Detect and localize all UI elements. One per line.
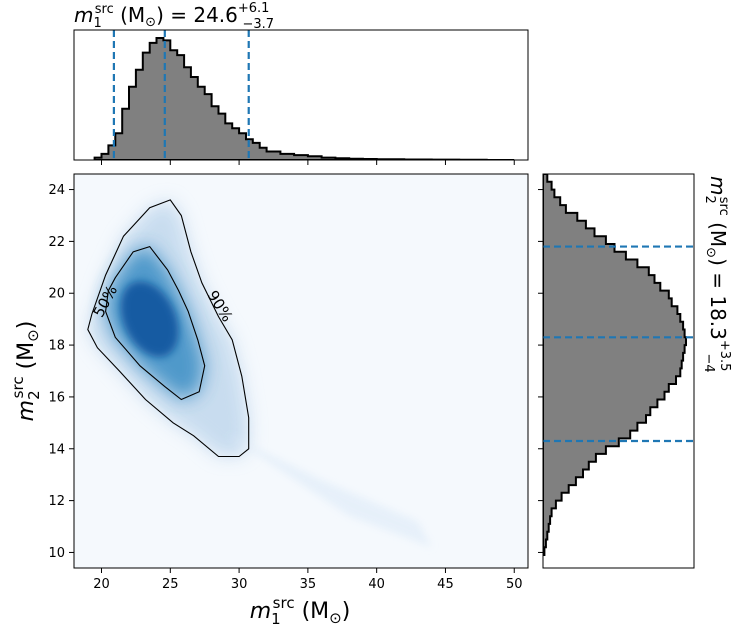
density-peak <box>120 281 179 358</box>
y-tick-label: 20 <box>48 287 65 302</box>
m1-minus-error: −3.7 <box>242 17 274 32</box>
x-tick-label: 25 <box>162 577 179 592</box>
y-tick-label: 22 <box>48 235 65 250</box>
y-tick-label: 12 <box>48 494 65 509</box>
x-tick-label: 35 <box>300 577 317 592</box>
contour-90pct <box>87 199 250 458</box>
m1-median-value: 24.6 <box>193 3 238 27</box>
m1-plus-error: +6.1 <box>238 1 270 16</box>
m1-histogram-bars <box>93 37 515 160</box>
joint-y-axis-label: m2src (M⊙) <box>9 321 43 422</box>
m1-marginal-ticks <box>101 160 515 165</box>
joint-x-ticks: 20 25 30 35 40 45 50 <box>93 568 523 592</box>
m1-marginal-histogram <box>93 37 515 160</box>
x-tick-label: 30 <box>231 577 248 592</box>
joint-y-ticks: 10 12 14 16 18 20 22 24 <box>48 183 74 561</box>
joint-x-axis-label: m1src (M⊙) <box>250 594 351 628</box>
x-tick-label: 45 <box>437 577 454 592</box>
m2-marginal-ticks <box>538 189 543 553</box>
m2-quantile-lines <box>543 245 694 443</box>
m2-histogram-bars <box>543 174 687 556</box>
m2-plus-error: +3.5 <box>717 340 732 372</box>
y-tick-label: 14 <box>48 442 65 457</box>
y-tick-label: 16 <box>48 390 65 405</box>
m2-marginal-frame <box>542 173 695 569</box>
x-tick-label: 20 <box>93 577 110 592</box>
y-tick-label: 18 <box>48 339 65 354</box>
joint-frame <box>73 173 529 569</box>
m2-minus-error: −4 <box>701 353 716 372</box>
x-tick-label: 40 <box>368 577 385 592</box>
x-tick-label: 50 <box>506 577 523 592</box>
m2-marginal-histogram <box>543 174 687 556</box>
density-tail <box>225 433 432 548</box>
density-heatmap <box>87 199 432 548</box>
y-tick-label: 24 <box>48 183 65 198</box>
m1-marginal-frame <box>73 29 529 161</box>
m2-marginal-title: m2src (M⊙) = 18.3+3.5−4 <box>701 176 732 373</box>
m2-median-value: 18.3 <box>706 295 730 340</box>
y-tick-label: 10 <box>48 546 65 561</box>
m1-marginal-title: m1src (M⊙) = 24.6+6.1 −3.7 <box>74 1 274 32</box>
contour-50pct <box>105 245 206 401</box>
